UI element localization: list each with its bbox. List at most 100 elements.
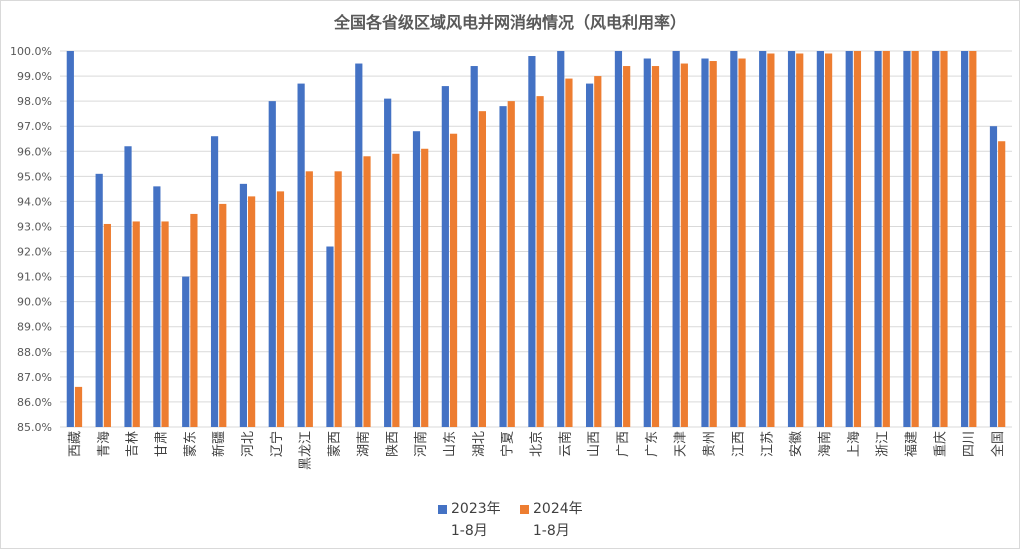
bar-2024: [276, 191, 285, 427]
bar-2023: [499, 106, 507, 427]
bar-2024: [421, 148, 429, 427]
y-tick-label: 89.0%: [17, 321, 52, 334]
legend: 2023年 1-8月 2024年 1-8月: [0, 498, 1020, 544]
x-category-label: 广东: [645, 431, 660, 457]
bar-2023: [412, 131, 421, 428]
bar-2024: [651, 66, 660, 427]
x-category-label: 重庆: [932, 431, 948, 457]
bar-2023: [989, 126, 998, 427]
bar-2024: [594, 76, 602, 428]
bar-2024: [853, 51, 862, 427]
bar-2024: [74, 386, 83, 427]
x-category-label: 上海: [847, 431, 862, 457]
y-tick-label: 90.0%: [17, 296, 52, 309]
legend-label-2024-line2: 1-8月: [532, 523, 570, 539]
y-tick-label: 86.0%: [17, 396, 52, 409]
bar-2024: [940, 51, 948, 427]
bar-2024: [507, 101, 515, 427]
x-category-label: 浙江: [876, 431, 891, 457]
bar-2023: [672, 51, 680, 427]
bar-2023: [355, 63, 363, 428]
x-category-label: 广西: [616, 431, 631, 457]
x-category-label: 河北: [241, 431, 256, 457]
bar-2024: [103, 223, 111, 427]
y-tick-label: 94.0%: [17, 195, 52, 208]
bar-2023: [874, 51, 882, 427]
bar-2024: [392, 153, 400, 428]
y-tick-label: 85.0%: [17, 421, 52, 434]
legend-swatch-2024: [520, 504, 529, 514]
bar-2023: [932, 51, 940, 427]
bar-2024: [882, 51, 890, 427]
bar-2024: [911, 51, 919, 427]
x-category-label: 福建: [905, 431, 920, 457]
x-category-label: 陕西: [385, 431, 400, 457]
bar-2024: [219, 203, 227, 427]
y-tick-label: 87.0%: [17, 371, 52, 384]
bar-2023: [730, 51, 738, 427]
bar-2024: [161, 221, 169, 427]
bar-2024: [334, 171, 342, 427]
x-category-label: 江西: [731, 431, 746, 457]
bar-2023: [182, 276, 190, 427]
bar-2024: [767, 53, 775, 428]
y-tick-label: 97.0%: [17, 120, 52, 133]
bar-2023: [845, 51, 853, 427]
bar-2023: [66, 51, 74, 427]
x-category-label: 辽宁: [269, 431, 285, 457]
x-category-label: 湖南: [355, 431, 371, 457]
bar-2023: [557, 51, 565, 427]
bar-2023: [816, 51, 824, 427]
bar-2024: [738, 58, 746, 428]
bar-2023: [268, 101, 276, 427]
bar-2024: [248, 196, 256, 427]
bar-2023: [787, 51, 796, 427]
bar-2024: [623, 66, 631, 427]
legend-label-2023-line1: 2023年: [451, 501, 501, 517]
bar-2024: [536, 96, 544, 428]
y-tick-label: 96.0%: [17, 145, 52, 158]
bar-2023: [441, 86, 449, 428]
bar-2024: [132, 221, 140, 427]
x-category-label: 河南: [413, 431, 429, 457]
bar-2023: [701, 58, 709, 428]
bar-2023: [239, 183, 248, 427]
y-tick-label: 93.0%: [17, 220, 52, 233]
y-tick-label: 91.0%: [17, 271, 52, 284]
x-category-label: 黑龙江: [299, 431, 314, 470]
x-category-label: 湖北: [472, 431, 487, 457]
bar-2024: [190, 213, 198, 427]
x-category-label: 安徽: [789, 431, 804, 457]
x-category-label: 江苏: [759, 431, 775, 457]
x-category-label: 吉林: [126, 431, 141, 457]
y-tick-label: 99.0%: [17, 70, 52, 83]
y-tick-label: 98.0%: [17, 95, 52, 108]
chart-title: 全国各省级区域风电并网消纳情况（风电利用率）: [333, 13, 686, 32]
x-category-label: 蒙西: [328, 431, 343, 457]
bar-2023: [585, 83, 594, 427]
bar-2023: [903, 51, 911, 427]
bar-2023: [470, 66, 478, 427]
x-category-label: 天津: [674, 431, 689, 457]
x-category-label: 新疆: [211, 431, 227, 457]
bar-2024: [363, 156, 371, 427]
x-category-label: 北京: [530, 431, 545, 457]
y-tick-label: 100.0%: [10, 45, 52, 58]
bar-2023: [384, 98, 392, 428]
bar-2023: [124, 146, 132, 427]
bar-2023: [759, 51, 767, 427]
bar-2023: [210, 136, 219, 427]
bar-2024: [680, 63, 688, 428]
bar-2023: [528, 56, 536, 427]
bar-2023: [326, 246, 334, 427]
x-category-label: 山东: [443, 431, 458, 457]
bar-2023: [961, 51, 969, 427]
bar-2024: [969, 51, 977, 427]
legend-label-2024-line1: 2024年: [533, 501, 583, 517]
bar-2024: [478, 111, 487, 427]
bar-2024: [709, 61, 717, 427]
y-tick-label: 92.0%: [17, 246, 52, 259]
bar-2023: [153, 186, 161, 427]
x-category-label: 贵州: [703, 431, 718, 457]
x-category-label: 青海: [97, 431, 112, 457]
